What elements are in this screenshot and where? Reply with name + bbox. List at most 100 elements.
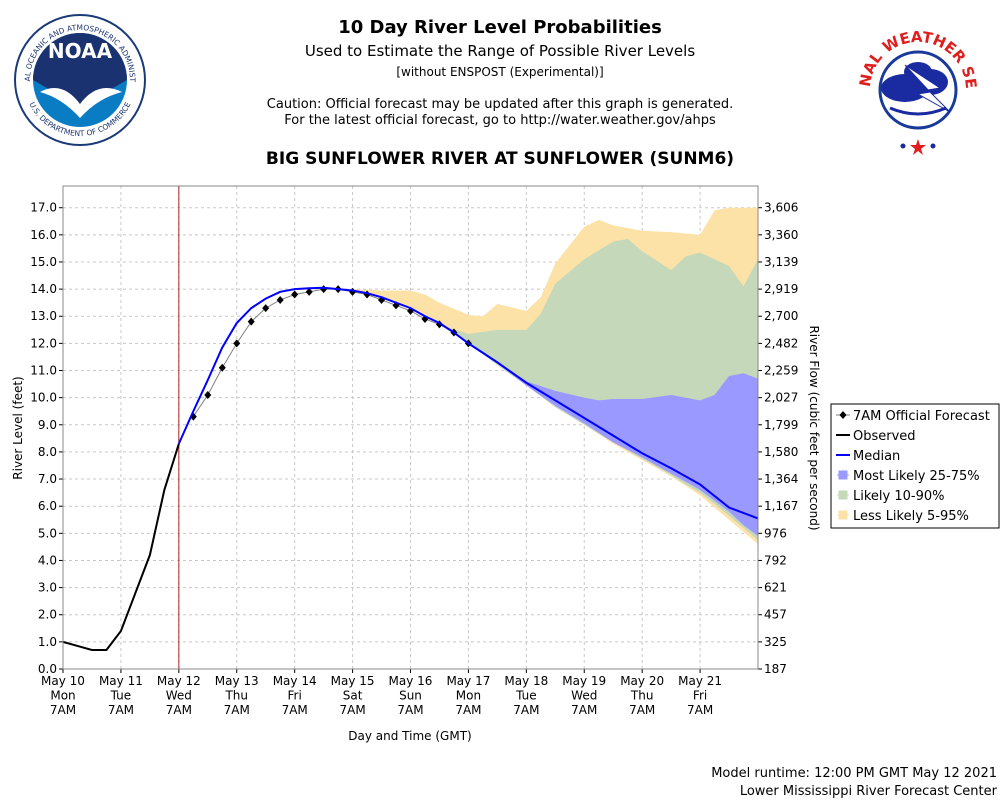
forecast-point [204,390,212,399]
legend: 7AM Official Forecast Observed Median Most … [830,403,1000,529]
x-tick-label-line: 7AM [629,703,655,717]
noaa-logo: NOAA NATIONAL OCEANIC AND ATMOSPHERIC AD… [0,0,146,146]
y2-tick-label: 2,919 [764,282,798,296]
y2-tick-label: 792 [764,553,787,567]
footer: Lower Mississippi River Forecast Center [740,784,998,799]
x-tick-label-line: 7AM [282,703,308,717]
x-tick-label-line: Wed [166,689,192,703]
y-axis-title: River Level (feet) [11,376,25,479]
y-tick-label: 7.0 [38,472,57,486]
legend-label: Likely 10-90% [853,489,944,504]
x-tick-label-line: 7AM [455,703,481,717]
station-title: BIG SUNFLOWER RIVER AT SUNFLOWER (SUNM6) [266,149,734,169]
x-tick-label-line: May 11 [99,674,143,688]
x-tick-label-line: May 10 [41,674,85,688]
y-tick-label: 16.0 [30,228,57,242]
y2-tick-label: 1,167 [764,499,798,513]
y2-tick-label: 621 [764,581,787,595]
series-line [177,286,759,520]
x-tick-label-line: Thu [224,689,248,703]
y-tick-label: 13.0 [30,309,57,323]
x-tick-label-line: 7AM [108,703,134,717]
y-tick-label: 10.0 [30,391,57,405]
forecast-point [218,363,226,372]
y-tick-label: 4.0 [38,553,57,567]
y-tick-label: 6.0 [38,499,57,513]
caution: Caution: Official forecast may be update… [267,97,733,112]
plot-area: 0.0 1.0 2.0 3.0 4.0 5.0 6.0 7.0 8.0 9.0 10.0 11.0 12… [30,185,798,717]
y-tick-label: 17.0 [30,201,57,215]
x-tick-label-line: Mon [456,689,481,703]
y2-tick-label: 325 [764,635,787,649]
subtitle: Used to Estimate the Range of Possible R… [305,42,695,60]
y-tick-label: 12.0 [30,336,57,350]
x-tick-label: May 17 Mon 7AM [446,674,490,717]
y-tick-label: 1.0 [38,635,57,649]
x-tick-label: May 11 Tue 7AM [99,674,143,717]
y-tick-label: 14.0 [30,282,57,296]
x-tick-label-line: 7AM [339,703,365,717]
y-tick-label: 5.0 [38,526,57,540]
x-tick-label-line: Tue [515,689,537,703]
legend-box [830,403,1000,529]
x-tick-label-line: 7AM [397,703,423,717]
y2-tick-label: 1,364 [764,472,798,486]
x-tick-label: May 20 Thu 7AM [620,674,664,717]
x-tick-label-line: Mon [50,689,75,703]
y2-tick-label: 2,700 [764,309,798,323]
y-tick-label: 0.0 [38,662,57,676]
y2-axis-title: River Flow (cubic feet per second) [807,325,821,530]
x-tick-label-line: 7AM [513,703,539,717]
series-line [62,443,180,652]
x-tick-label-line: 7AM [571,703,597,717]
legend-swatch [838,470,848,480]
x-tick-label-line: 7AM [166,703,192,717]
y-tick-label: 15.0 [30,255,57,269]
x-tick-label-line: Fri [693,689,707,703]
forecast-point [262,304,270,313]
y2-tick-label: 1,580 [764,445,798,459]
x-tick-label: May 12 Wed 7AM [157,674,201,717]
legend-label: Less Likely 5-95% [853,509,969,524]
y2-tick-label: 3,360 [764,228,798,242]
y2-tick-label: 976 [764,526,787,540]
x-tick-label-line: Sun [399,689,422,703]
y2-tick-label: 3,606 [764,201,798,215]
title: 10 Day River Level Probabilities [338,17,662,38]
x-tick-label-line: May 20 [620,674,664,688]
x-tick-label: May 21 Fri 7AM [678,674,722,717]
legend-marker [839,411,847,419]
x-axis-title: Day and Time (GMT) [348,729,471,743]
x-tick-label-line: Fri [288,689,302,703]
x-tick-label: May 16 Sun 7AM [389,674,433,717]
x-tick-label: May 13 Thu 7AM [215,674,259,717]
y2-tick-label: 1,799 [764,418,798,432]
y-tick-label: 2.0 [38,608,57,622]
x-tick-label-line: May 12 [157,674,201,688]
x-tick-label-line: Thu [630,689,654,703]
x-tick-label-line: May 13 [215,674,259,688]
footer: Model runtime: 12:00 PM GMT May 12 2021 [711,766,997,781]
x-tick-label: May 10 Mon 7AM [41,674,85,717]
x-tick-label-line: May 15 [331,674,375,688]
legend-label: Most Likely 25-75% [853,469,980,484]
caution: For the latest official forecast, go to … [284,113,716,128]
x-tick-label-line: 7AM [50,703,76,717]
legend-label: 7AM Official Forecast [853,409,990,424]
x-tick-label: May 18 Tue 7AM [504,674,548,717]
forecast-point [276,295,284,304]
legend-label: Observed [853,429,916,444]
y2-tick-label: 2,259 [764,364,798,378]
y-tick-label: 11.0 [30,364,57,378]
x-tick-label-line: 7AM [224,703,250,717]
y2-tick-label: 2,027 [764,391,798,405]
note: [without ENSPOST (Experimental)] [396,65,603,79]
x-tick-label-line: 7AM [687,703,713,717]
forecast-point [247,317,255,326]
legend-label: Median [853,449,900,464]
y2-tick-label: 457 [764,608,787,622]
x-tick-label: May 14 Fri 7AM [273,674,317,717]
plot-frame [62,185,759,670]
x-tick-label-line: Sat [343,689,363,703]
